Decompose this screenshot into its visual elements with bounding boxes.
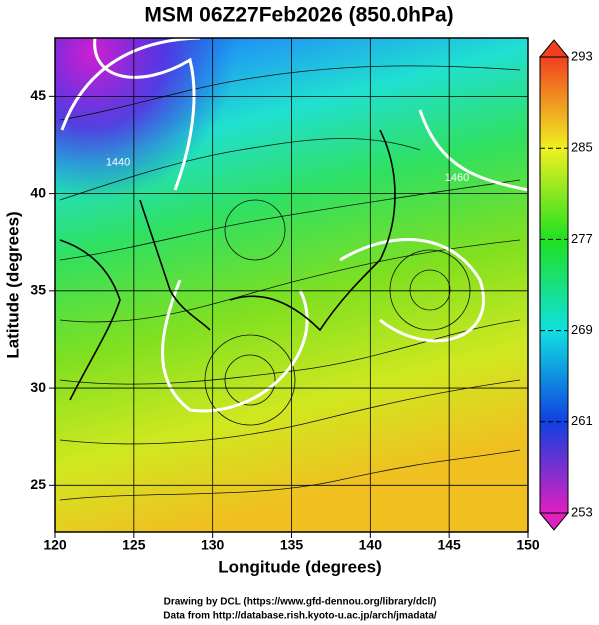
y-tick-label: 25 [30, 476, 46, 492]
x-tick-label: 120 [43, 537, 67, 553]
x-tick-label: 130 [201, 537, 225, 553]
colorbar-tick-label: 293 [571, 48, 593, 63]
colorbar-tick-label: 285 [571, 140, 593, 155]
x-tick-label: 140 [359, 537, 383, 553]
colorbar-tick-label: 253 [571, 504, 593, 519]
title: MSM 06Z27Feb2026 (850.0hPa) [144, 4, 453, 27]
coastlines [59, 129, 396, 401]
x-tick-label: 150 [516, 537, 540, 553]
y-tick-label: 30 [30, 379, 46, 395]
height-contours [60, 38, 528, 413]
credit: Data from http://database.rish.kyoto-u.a… [163, 611, 437, 622]
streamlines [59, 65, 521, 501]
contour-label: 1440 [106, 156, 130, 168]
colorbar-tick-label: 277 [571, 231, 593, 246]
y-tick-label: 40 [30, 184, 46, 200]
credit: Drawing by DCL (https://www.gfd-dennou.o… [164, 597, 437, 608]
x-axis-label: Longitude (degrees) [218, 557, 381, 576]
y-tick-label: 45 [30, 87, 46, 103]
colorbar-tick-label: 261 [571, 413, 593, 428]
x-tick-label: 135 [280, 537, 304, 553]
contour-label: 1460 [445, 172, 469, 184]
y-axis-label: Latitude (degrees) [3, 211, 22, 358]
colorbar-extend-min [538, 512, 570, 531]
x-tick-label: 145 [437, 537, 461, 553]
colorbar [539, 56, 569, 514]
x-tick-label: 125 [122, 537, 146, 553]
colorbar-tick-label: 269 [571, 322, 593, 337]
y-tick-label: 35 [30, 282, 46, 298]
colorbar-extend-max [538, 39, 570, 58]
